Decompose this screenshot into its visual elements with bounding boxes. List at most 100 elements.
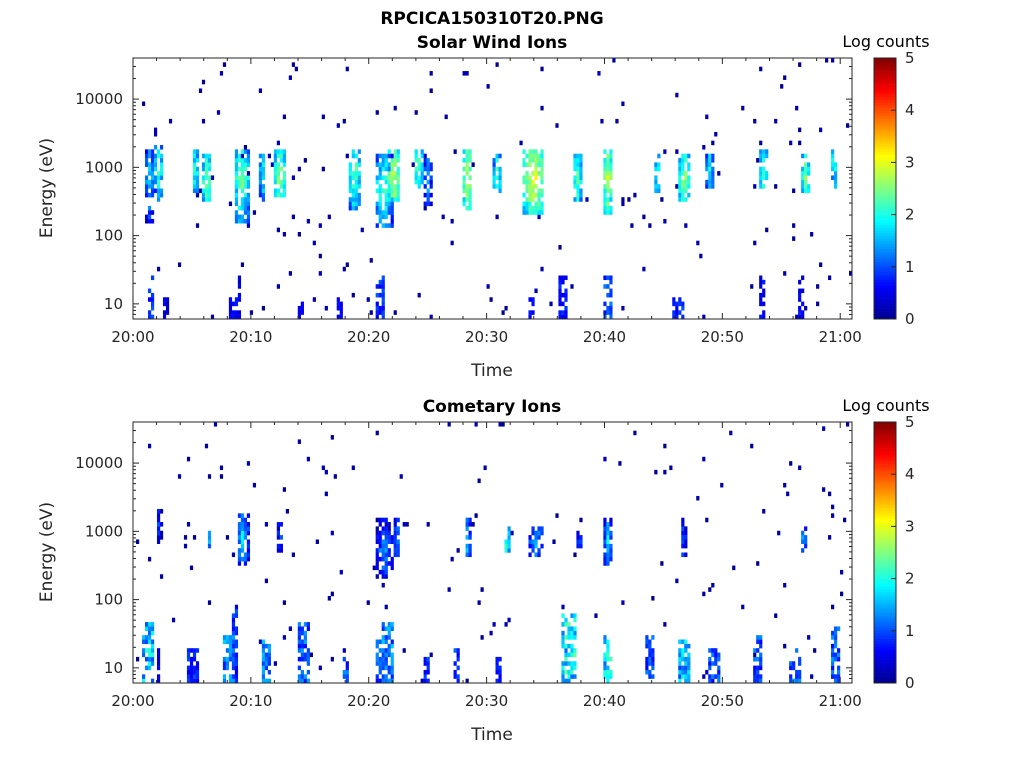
heatmap-cell [306,652,310,658]
heatmap-cell [495,665,499,671]
heatmap-cell [831,630,835,636]
heatmap-cell [522,201,526,207]
colorbar-segment [874,596,896,600]
colorbar-segment [874,107,896,111]
heatmap-cell [375,430,379,436]
colorbar-segment [874,628,896,632]
heatmap-cell [393,522,397,527]
heatmap-cell [531,530,535,536]
heatmap-cell [492,179,496,185]
heatmap-cell [318,665,322,671]
colorbar-segment [874,295,896,299]
heatmap-cell [729,430,733,436]
colorbar-segment [874,261,896,265]
heatmap-cell [609,205,613,211]
heatmap-cell [231,643,236,649]
colorbar-segment [874,557,896,561]
heatmap-cell [756,678,760,684]
heatmap-cell [705,179,709,185]
x-tick-label: 20:10 [229,692,272,710]
heatmap-cell [147,648,152,653]
heatmap-cell [381,162,385,167]
colorbar-segment [874,497,896,501]
heatmap-cell [678,656,682,662]
heatmap-cell [381,314,385,320]
heatmap-cell [147,635,152,640]
colorbar-segment [874,489,896,493]
heatmap-cell [183,535,188,540]
heatmap-cell [759,635,763,640]
heatmap-cell [540,149,544,154]
heatmap-cell [348,188,352,194]
heatmap-cell [654,166,658,172]
heatmap-cell [303,630,307,636]
heatmap-cell [303,656,307,662]
heatmap-cell [318,271,322,276]
colorbar-segment [874,89,896,93]
heatmap-cell [603,166,607,172]
colorbar-segment [874,211,896,215]
heatmap-cell [423,184,427,189]
heatmap-cell [381,153,385,159]
heatmap-cell [348,175,352,180]
heatmap-cell [579,192,583,198]
heatmap-cell [375,526,379,531]
heatmap-cell [144,214,149,220]
heatmap-cell [186,656,191,662]
heatmap-cell [258,171,263,176]
heatmap-cell [297,232,301,237]
heatmap-cell [465,517,469,523]
heatmap-cell [192,166,197,172]
heatmap-cell [234,652,239,658]
heatmap-cell [837,656,841,662]
heatmap-cell [609,166,613,172]
heatmap-cell [279,522,283,527]
heatmap-cell [192,184,197,189]
heatmap-cell [150,210,155,215]
heatmap-cell [801,314,805,320]
heatmap-cell [753,669,757,675]
heatmap-cell [606,184,610,189]
heatmap-cell [381,565,385,571]
heatmap-cell [387,678,391,684]
heatmap-cell [189,565,194,571]
heatmap-cell [831,513,835,518]
heatmap-cell [228,652,233,658]
colorbar-tick-label: 4 [905,101,915,119]
heatmap-cell [753,678,757,684]
heatmap-cell [609,556,613,562]
heatmap-cell [384,539,388,544]
colorbar-segment [874,245,896,249]
heatmap-cell [351,184,355,189]
heatmap-cell [453,674,457,679]
heatmap-cell [240,530,245,536]
heatmap-cell [246,149,251,154]
heatmap-cell [576,543,580,549]
heatmap-cell [756,635,760,640]
heatmap-cell [390,223,394,228]
x-tick-label: 21:00 [819,692,862,710]
heatmap-cell [462,179,466,185]
heatmap-cell [261,158,266,163]
heatmap-cell [759,275,763,281]
heatmap-cell [573,179,577,185]
heatmap-cell [381,639,385,645]
heatmap-cell [468,530,472,536]
heatmap-cell [456,548,460,553]
heatmap-cell [348,184,352,189]
heatmap-cell [348,171,352,176]
heatmap-cell [423,158,427,163]
heatmap-cell [384,162,388,167]
heatmap-cell [789,665,793,671]
heatmap-cell [540,175,544,180]
heatmap-cell [708,661,712,666]
heatmap-cell [381,288,385,294]
heatmap-cell [150,149,155,154]
heatmap-cell [831,674,835,679]
heatmap-cell [228,310,233,315]
heatmap-cell [486,284,490,289]
cometary-panel: Cometary Ions 20:00 20:10 20:20 20:30 20:40 2… [37,396,930,745]
colorbar-segment [874,510,896,514]
heatmap-cell [465,153,469,159]
heatmap-cell [576,535,580,540]
